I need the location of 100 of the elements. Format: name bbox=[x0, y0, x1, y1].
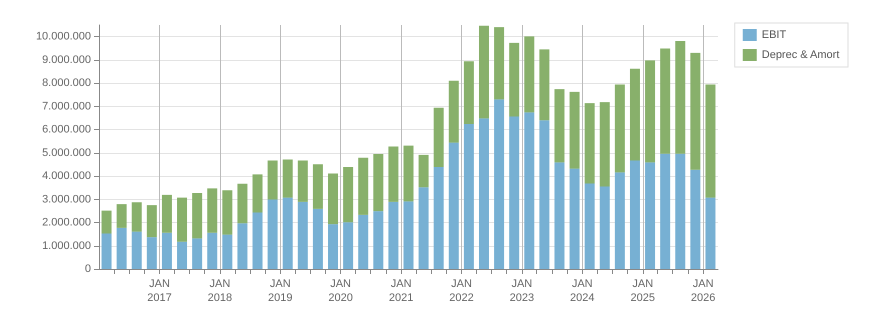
y-tick-label: 6.000.000 bbox=[42, 124, 91, 136]
bar bbox=[494, 99, 504, 269]
bar bbox=[554, 162, 564, 269]
bar bbox=[418, 154, 429, 188]
y-tick-label: 2.000.000 bbox=[42, 216, 91, 229]
bar bbox=[343, 166, 354, 222]
bar bbox=[252, 212, 263, 269]
bar bbox=[328, 224, 338, 269]
bar bbox=[539, 120, 550, 269]
bar bbox=[584, 183, 595, 269]
bar bbox=[388, 146, 398, 202]
bar bbox=[584, 103, 595, 184]
bar bbox=[373, 211, 384, 269]
bar bbox=[282, 198, 293, 269]
bar bbox=[675, 154, 686, 269]
bar bbox=[660, 48, 670, 154]
y-tick-label: 3.000.000 bbox=[42, 193, 91, 206]
x-tick-label: JAN 2019 bbox=[268, 278, 292, 304]
y-tick-label: 8.000.000 bbox=[42, 77, 91, 90]
bar bbox=[690, 170, 700, 269]
bar bbox=[600, 186, 610, 269]
bar bbox=[312, 164, 323, 209]
bar bbox=[132, 202, 142, 232]
legend-label: EBIT bbox=[762, 29, 786, 41]
bar bbox=[343, 222, 354, 269]
x-tick-label: JAN 2026 bbox=[690, 278, 716, 304]
bar bbox=[116, 228, 127, 269]
bar bbox=[237, 223, 248, 269]
bar bbox=[448, 80, 459, 143]
y-tick-label: 0 bbox=[84, 263, 91, 275]
bar bbox=[102, 210, 112, 234]
bar bbox=[600, 102, 610, 187]
y-tick-label: 7.000.000 bbox=[42, 100, 91, 112]
bar bbox=[478, 118, 489, 269]
bar bbox=[614, 84, 625, 172]
bar bbox=[282, 160, 293, 198]
bar bbox=[645, 60, 656, 162]
bar bbox=[524, 36, 534, 112]
bar bbox=[705, 198, 716, 269]
bar bbox=[358, 158, 368, 215]
bar bbox=[509, 116, 520, 269]
bar bbox=[358, 214, 368, 269]
bar bbox=[645, 162, 656, 269]
bar bbox=[207, 188, 218, 233]
bar bbox=[268, 200, 278, 269]
bar bbox=[252, 174, 263, 213]
bar bbox=[207, 232, 218, 269]
bar bbox=[298, 202, 308, 269]
x-tick-label: JAN 2021 bbox=[388, 278, 414, 304]
x-tick-label: JAN 2022 bbox=[449, 278, 474, 304]
bar bbox=[705, 84, 716, 198]
bar bbox=[690, 52, 700, 170]
bar bbox=[177, 242, 188, 269]
x-tick-label: JAN 2023 bbox=[510, 278, 534, 304]
y-tick-label: 10.000.000 bbox=[36, 30, 91, 43]
bar bbox=[478, 26, 489, 118]
bar bbox=[630, 160, 640, 269]
bar bbox=[464, 61, 474, 124]
bar bbox=[660, 154, 670, 269]
bar bbox=[222, 234, 232, 269]
bar bbox=[539, 49, 550, 120]
y-tick-label: 9.000.000 bbox=[42, 54, 91, 66]
bar bbox=[177, 198, 188, 242]
x-tick-label: JAN 2020 bbox=[328, 278, 353, 304]
legend-label: Deprec & Amort bbox=[762, 49, 840, 61]
bar bbox=[192, 238, 202, 269]
bar bbox=[312, 208, 323, 269]
bar bbox=[494, 27, 504, 100]
bar bbox=[570, 92, 580, 169]
bar bbox=[464, 124, 474, 269]
bar bbox=[116, 204, 127, 228]
y-tick-label: 4.000.000 bbox=[42, 170, 91, 182]
bar bbox=[222, 190, 232, 235]
x-tick-label: JAN 2025 bbox=[630, 278, 655, 304]
y-tick-label: 5.000.000 bbox=[42, 146, 91, 159]
x-tick-label: JAN 2018 bbox=[208, 278, 232, 304]
bar bbox=[404, 146, 414, 202]
bar bbox=[146, 237, 157, 269]
bar bbox=[328, 173, 338, 224]
bar bbox=[162, 232, 172, 269]
bar bbox=[448, 142, 459, 269]
bar bbox=[102, 233, 112, 269]
x-tick-label: JAN 2017 bbox=[147, 278, 172, 304]
bar bbox=[298, 160, 308, 202]
bar bbox=[132, 232, 142, 269]
bar bbox=[509, 42, 520, 117]
x-tick-label: JAN 2024 bbox=[570, 278, 594, 304]
bar bbox=[404, 201, 414, 269]
bar bbox=[192, 193, 202, 238]
bar bbox=[418, 187, 429, 269]
bar bbox=[162, 194, 172, 233]
bar bbox=[614, 172, 625, 269]
bar bbox=[554, 89, 564, 162]
bar bbox=[630, 68, 640, 160]
bar bbox=[373, 154, 384, 212]
bar bbox=[570, 168, 580, 269]
bar bbox=[146, 205, 157, 238]
y-tick-label: 1.000.000 bbox=[42, 240, 91, 252]
bar bbox=[237, 184, 248, 224]
bar bbox=[388, 202, 398, 269]
